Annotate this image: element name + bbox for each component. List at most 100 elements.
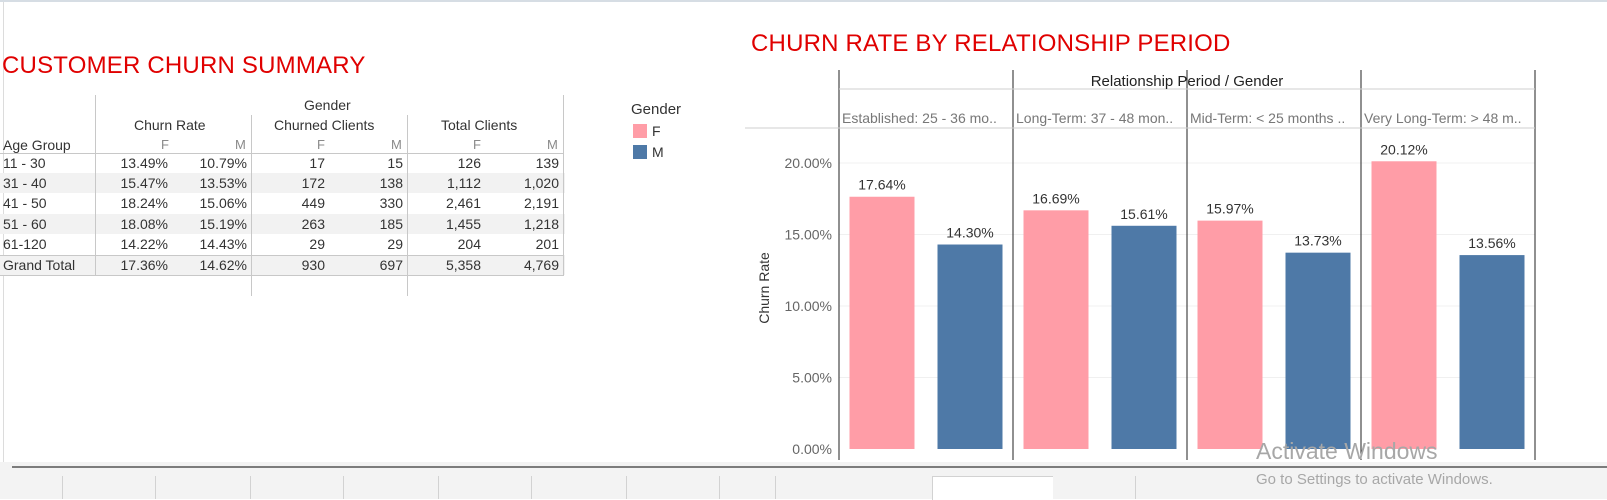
bar-m <box>1285 252 1351 449</box>
table-cell: 2,461 <box>445 195 481 211</box>
total-clients-header: Total Clients <box>441 117 518 133</box>
column-divider <box>251 115 252 296</box>
legend-label-m[interactable]: M <box>652 144 664 160</box>
table-cell: 15.19% <box>199 216 247 232</box>
sheet-tab[interactable] <box>531 476 627 499</box>
table-cell: 15.47% <box>120 175 168 191</box>
sheet-tab[interactable] <box>1135 476 1216 499</box>
table-row-bg <box>0 173 565 193</box>
active-sheet-tab[interactable] <box>932 476 1053 500</box>
subheader-m: M <box>391 137 402 152</box>
churn-rate-header: Churn Rate <box>134 117 206 133</box>
sheet-tab[interactable] <box>775 476 854 499</box>
data-label: 13.73% <box>1294 233 1341 249</box>
group-header-label: Mid-Term: < 25 months .. <box>1190 110 1345 126</box>
table-cell: 13.49% <box>120 155 168 171</box>
sheet-tab[interactable] <box>438 476 532 499</box>
age-group-header: Age Group <box>3 137 71 153</box>
y-tick-label: 5.00% <box>792 370 832 386</box>
table-cell: 1,218 <box>523 216 559 232</box>
table-cell: 4,769 <box>523 257 559 273</box>
table-cell: 14.43% <box>199 236 247 252</box>
table-cell: 185 <box>379 216 403 232</box>
table-cell: 13.53% <box>199 175 247 191</box>
table-cell: 1,020 <box>523 175 559 191</box>
table-cell: 930 <box>301 257 325 273</box>
sheet-tab[interactable] <box>155 476 251 499</box>
sheet-tab[interactable] <box>250 476 344 499</box>
age-group-label: 31 - 40 <box>3 175 47 191</box>
churned-clients-header: Churned Clients <box>274 117 375 133</box>
churn-summary-table: Gender Churn Rate Churned Clients Total … <box>0 93 565 296</box>
table-cell: 2,191 <box>523 195 559 211</box>
column-divider <box>407 115 408 296</box>
bar-f <box>1371 161 1437 449</box>
age-group-label: 51 - 60 <box>3 216 47 232</box>
subheader-f: F <box>317 137 325 152</box>
table-cell: 10.79% <box>199 155 247 171</box>
legend-label-f[interactable]: F <box>652 123 661 139</box>
table-cell: 697 <box>379 257 403 273</box>
table-cell: 138 <box>379 175 403 191</box>
chart-header-label: Relationship Period / Gender <box>1091 73 1284 90</box>
legend-title: Gender <box>631 101 682 118</box>
legend-swatch-m <box>633 145 647 159</box>
bar-m <box>1111 225 1177 449</box>
table-cell: 172 <box>301 175 325 191</box>
table-cell: 139 <box>535 155 559 171</box>
table-row-bg <box>0 255 565 275</box>
subheader-m: M <box>547 137 558 152</box>
table-cell: 14.22% <box>120 236 168 252</box>
subheader-m: M <box>235 137 246 152</box>
bar-m <box>1459 255 1525 449</box>
data-label: 17.64% <box>858 177 905 193</box>
left-border <box>3 2 4 472</box>
age-group-label: 11 - 30 <box>3 155 46 171</box>
table-bottom-line <box>0 275 564 276</box>
legend-swatch-f <box>633 124 647 138</box>
table-cell: 15.06% <box>199 195 247 211</box>
y-axis-label: Churn Rate <box>756 252 772 324</box>
subheader-f: F <box>161 137 169 152</box>
table-cell: 204 <box>457 236 481 252</box>
column-divider <box>563 95 564 276</box>
table-cell: 201 <box>535 236 559 252</box>
age-group-label: 41 - 50 <box>3 195 47 211</box>
table-cell: 18.08% <box>120 216 168 232</box>
y-tick-label: 15.00% <box>785 227 832 243</box>
data-label: 16.69% <box>1032 190 1079 206</box>
column-divider <box>95 95 96 276</box>
sheet-tab[interactable] <box>626 476 720 499</box>
y-tick-label: 10.00% <box>785 298 832 314</box>
data-label: 15.97% <box>1206 201 1253 217</box>
group-header-label: Long-Term: 37 - 48 mon.. <box>1016 110 1173 126</box>
sheet-tab[interactable] <box>62 476 156 499</box>
sheet-tab-strip <box>0 462 1607 499</box>
y-tick-label: 20.00% <box>785 155 832 171</box>
table-cell: 15 <box>387 155 403 171</box>
scroll-divider <box>12 466 1607 468</box>
y-tick-label: 0.00% <box>792 441 832 457</box>
bar-f <box>1023 210 1089 449</box>
sheet-tab[interactable] <box>719 476 776 499</box>
sheet-tab[interactable] <box>343 476 439 499</box>
bar-f <box>1197 220 1263 449</box>
gender-header: Gender <box>304 97 351 113</box>
group-header-label: Established: 25 - 36 mo.. <box>842 110 997 126</box>
table-cell: 29 <box>309 236 325 252</box>
table-row-bg <box>0 214 565 234</box>
data-label: 20.12% <box>1380 141 1427 157</box>
top-border <box>0 0 1607 2</box>
table-cell: 126 <box>457 155 481 171</box>
table-cell: 1,455 <box>445 216 481 232</box>
table-cell: 1,112 <box>447 175 481 191</box>
activate-windows-text: Go to Settings to activate Windows. <box>1256 471 1493 488</box>
table-cell: 17.36% <box>120 257 168 273</box>
total-divider <box>0 255 564 256</box>
data-label: 13.56% <box>1468 235 1515 251</box>
data-label: 15.61% <box>1120 206 1167 222</box>
table-cell: 17 <box>309 155 325 171</box>
summary-title: CUSTOMER CHURN SUMMARY <box>2 52 366 79</box>
grand-total-label: Grand Total <box>3 257 76 273</box>
table-cell: 263 <box>301 216 325 232</box>
